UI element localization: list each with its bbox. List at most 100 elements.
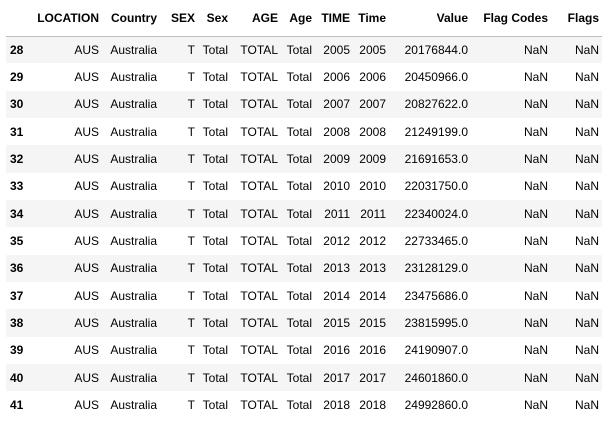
table-cell: Total bbox=[202, 124, 228, 139]
table-cell: T bbox=[187, 42, 195, 57]
table-cell: 2018 bbox=[359, 398, 386, 413]
table-row: 38 AUS Australia T Total TOTAL Total 2015 2015 23… bbox=[6, 309, 602, 337]
column-header: AGE bbox=[231, 0, 281, 37]
table-cell: 2012 bbox=[323, 234, 350, 249]
table-row: 39 AUS Australia T Total TOTAL Total 2016 2016 24… bbox=[6, 336, 602, 365]
table-cell: T bbox=[187, 70, 195, 85]
table-cell: Australia bbox=[110, 206, 157, 221]
table-cell: AUS bbox=[74, 152, 99, 167]
table-cell: Total bbox=[286, 124, 312, 139]
table-cell: T bbox=[187, 179, 195, 194]
table-cell: Total bbox=[202, 370, 228, 385]
table-cell: 2014 bbox=[323, 288, 350, 303]
table-cell: Total bbox=[286, 42, 312, 57]
table-cell: TOTAL bbox=[240, 316, 278, 331]
table-cell: 22733465.0 bbox=[404, 234, 468, 249]
table-cell: 2005 bbox=[359, 42, 386, 57]
table-cell: Total bbox=[286, 152, 312, 167]
table-cell: Australia bbox=[110, 97, 157, 112]
table-cell: Total bbox=[286, 70, 312, 85]
table-cell: 20827622.0 bbox=[404, 97, 468, 112]
table-cell: Total bbox=[202, 398, 228, 413]
column-header: Sex bbox=[198, 0, 231, 37]
table-cell: T bbox=[187, 152, 195, 167]
row-index: 37 bbox=[10, 288, 24, 303]
table-cell: NaN bbox=[574, 152, 599, 167]
table-cell: 2006 bbox=[359, 70, 386, 85]
table-row: 29 AUS Australia T Total TOTAL Total 2006 2006 20… bbox=[6, 63, 602, 91]
table-cell: 22031750.0 bbox=[404, 179, 468, 194]
table-cell: Total bbox=[202, 288, 228, 303]
table-cell: NaN bbox=[523, 261, 548, 276]
table-body: 28 AUS Australia T Total TOTAL Total 2005 2005 20… bbox=[6, 36, 602, 419]
table-cell: T bbox=[187, 316, 195, 331]
table-cell: NaN bbox=[523, 343, 548, 358]
table-cell: T bbox=[187, 234, 195, 249]
table-cell: NaN bbox=[574, 179, 599, 194]
table-cell: TOTAL bbox=[240, 288, 278, 303]
table-cell: 24190907.0 bbox=[404, 343, 468, 358]
table-cell: Total bbox=[202, 234, 228, 249]
table-cell: Total bbox=[286, 261, 312, 276]
table-cell: 2016 bbox=[359, 343, 386, 358]
row-index: 38 bbox=[10, 316, 24, 331]
table-cell: 23128129.0 bbox=[404, 261, 468, 276]
index-header bbox=[6, 0, 34, 37]
column-header: Country bbox=[102, 0, 160, 37]
table-cell: NaN bbox=[523, 42, 548, 57]
table-cell: AUS bbox=[74, 261, 99, 276]
table-cell: 20450966.0 bbox=[404, 70, 468, 85]
table-cell: Australia bbox=[110, 234, 157, 249]
table-cell: NaN bbox=[574, 343, 599, 358]
table-cell: T bbox=[187, 124, 195, 139]
table-cell: AUS bbox=[74, 370, 99, 385]
table-cell: TOTAL bbox=[240, 152, 278, 167]
table-cell: AUS bbox=[74, 234, 99, 249]
table-cell: Australia bbox=[110, 179, 157, 194]
table-cell: NaN bbox=[523, 152, 548, 167]
table-cell: NaN bbox=[574, 398, 599, 413]
row-index: 30 bbox=[10, 97, 24, 112]
table-cell: TOTAL bbox=[240, 97, 278, 112]
table-cell: 21691653.0 bbox=[404, 152, 468, 167]
table-row: 30 AUS Australia T Total TOTAL Total 2007 2007 20… bbox=[6, 90, 602, 119]
table-cell: Total bbox=[286, 179, 312, 194]
table-cell: TOTAL bbox=[240, 234, 278, 249]
table-cell: 22340024.0 bbox=[404, 206, 468, 221]
table-cell: TOTAL bbox=[240, 70, 278, 85]
table-cell: Total bbox=[202, 152, 228, 167]
table-cell: NaN bbox=[574, 42, 599, 57]
table-cell: NaN bbox=[574, 124, 599, 139]
table-cell: Australia bbox=[110, 343, 157, 358]
table-cell: 2007 bbox=[323, 97, 350, 112]
table-cell: 2016 bbox=[323, 343, 350, 358]
table-cell: Total bbox=[202, 179, 228, 194]
table-cell: TOTAL bbox=[240, 370, 278, 385]
table-cell: Total bbox=[286, 370, 312, 385]
row-index: 31 bbox=[10, 124, 24, 139]
table-cell: 2008 bbox=[359, 124, 386, 139]
table-cell: T bbox=[187, 288, 195, 303]
table-cell: Australia bbox=[110, 370, 157, 385]
table-cell: NaN bbox=[523, 70, 548, 85]
table-cell: Total bbox=[202, 343, 228, 358]
table-cell: Australia bbox=[110, 316, 157, 331]
table-cell: T bbox=[187, 261, 195, 276]
table-cell: Total bbox=[202, 42, 228, 57]
table-cell: NaN bbox=[523, 316, 548, 331]
table-cell: NaN bbox=[574, 234, 599, 249]
table-row: 31 AUS Australia T Total TOTAL Total 2008 2008 21… bbox=[6, 118, 602, 146]
table-cell: 2011 bbox=[360, 206, 386, 221]
table-cell: Total bbox=[202, 70, 228, 85]
table-cell: NaN bbox=[523, 206, 548, 221]
table-cell: 23815995.0 bbox=[404, 316, 468, 331]
table-cell: Total bbox=[202, 97, 228, 112]
table-cell: 2018 bbox=[323, 398, 350, 413]
table-cell: Total bbox=[286, 288, 312, 303]
table-cell: NaN bbox=[523, 97, 548, 112]
table-cell: NaN bbox=[523, 370, 548, 385]
column-header: Flags bbox=[551, 0, 602, 37]
table-cell: NaN bbox=[574, 370, 599, 385]
column-header: Age bbox=[281, 0, 315, 37]
